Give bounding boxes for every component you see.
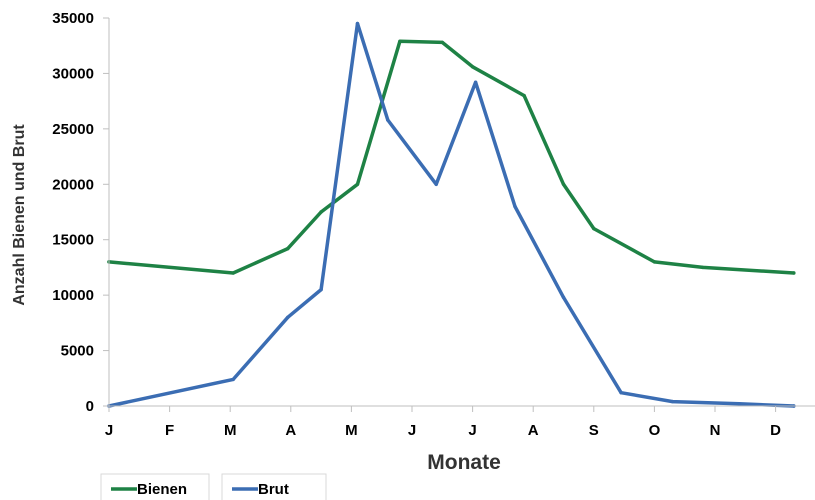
x-tick-label: J [468,422,476,439]
y-tick-label: 15000 [52,232,94,249]
legend-item-box [221,473,327,500]
data-point-bienen [561,182,566,186]
data-point-bienen [522,93,526,98]
x-tick-label: A [528,422,539,439]
data-point-bienen [319,210,323,214]
data-point-brut [355,21,360,26]
data-point-brut [319,287,323,292]
data-point-bienen [701,265,705,270]
y-tick-label: 25000 [52,121,94,138]
x-tick-label: S [589,422,599,439]
data-point-bienen [592,226,596,231]
data-point-bienen [470,65,475,69]
legend-label: Brut [258,481,289,498]
data-point-bienen [652,260,657,264]
data-point-brut [513,204,517,209]
legend-label: Bienen [137,481,187,498]
x-tick-label: A [285,422,296,439]
data-point-bienen [231,271,235,275]
x-tick-label: M [345,422,358,439]
data-point-brut [434,182,438,186]
series-line-brut [107,21,796,408]
y-tick-label: 30000 [52,65,94,82]
legend-item-brut: Brut [221,473,327,500]
y-tick-label: 5000 [61,343,94,360]
legend: Bienen Brut [100,473,327,500]
x-tick-label: J [408,422,416,439]
y-tick-label: 20000 [52,176,94,193]
data-point-bienen [440,40,444,45]
y-tick-label: 0 [86,398,94,415]
y-axis-title: Anzahl Bienen und Brut [11,124,28,306]
data-point-brut [561,295,566,300]
data-point-bienen [792,271,796,275]
data-point-bienen [286,246,290,251]
x-axis-title: Monate [427,451,501,474]
data-point-bienen [355,182,360,186]
data-point-brut [670,399,675,404]
x-tick-label: D [770,422,781,439]
y-axis: 0 5000 10000 15000 20000 25000 30000 35000 [52,10,110,415]
legend-item-bienen: Bienen [100,473,210,500]
series-line-bienen [107,39,796,275]
data-point-brut [473,80,478,84]
data-point-brut [737,402,741,406]
data-point-brut [619,390,623,395]
x-tick-label: J [105,422,113,439]
x-tick-label: F [165,422,174,439]
data-point-brut [286,315,290,320]
y-tick-label: 35000 [52,10,94,27]
plot-area [107,21,796,408]
data-point-brut [386,118,390,122]
data-point-bienen [398,39,402,43]
x-tick-label: N [710,422,721,439]
data-point-brut [231,377,235,382]
x-tick-label: O [649,422,661,439]
x-tick-label: M [224,422,237,439]
legend-item-box [100,473,210,500]
y-tick-label: 10000 [52,287,94,304]
